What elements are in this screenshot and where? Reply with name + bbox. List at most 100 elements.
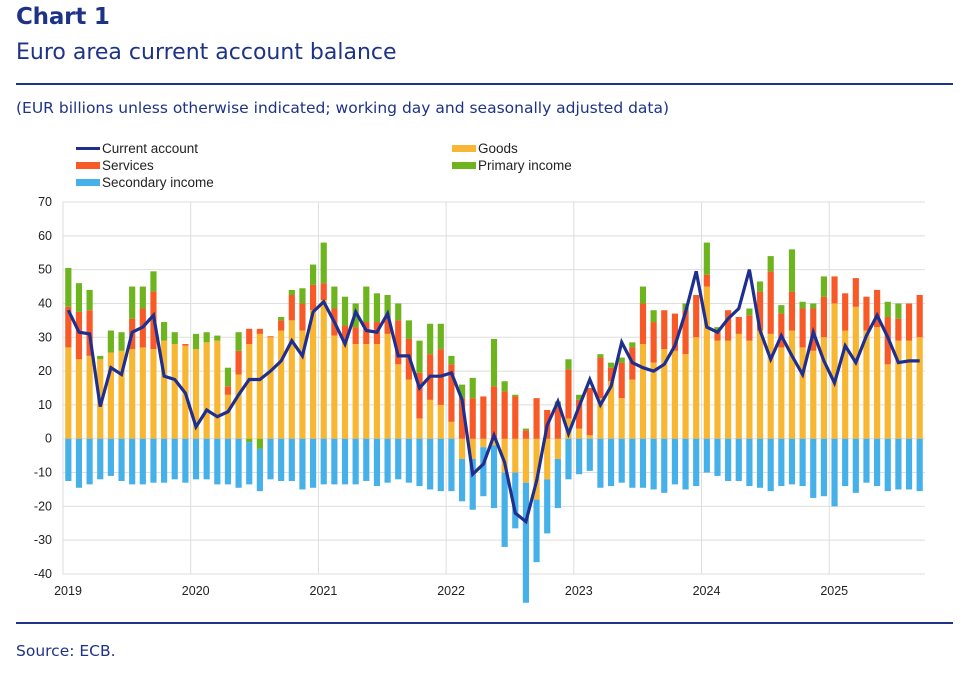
bar-segment-goods bbox=[288, 320, 295, 439]
bar-segment-goods bbox=[522, 438, 530, 483]
bar-segment-primary-income bbox=[65, 267, 72, 307]
bar-segment-goods bbox=[395, 364, 402, 439]
bar-segment-secondary-income bbox=[597, 438, 604, 488]
bar-segment-secondary-income bbox=[448, 438, 455, 492]
bar-segment-services bbox=[735, 316, 742, 334]
bar-segment-services bbox=[618, 362, 625, 399]
bar-segment-secondary-income bbox=[490, 445, 498, 509]
bar-segment-primary-income bbox=[607, 362, 615, 368]
bar-segment-services bbox=[480, 396, 487, 439]
bar-segment-secondary-income bbox=[65, 438, 72, 481]
bar-segment-goods bbox=[310, 310, 317, 439]
bar-segment-services bbox=[831, 276, 838, 304]
bar-segment-secondary-income bbox=[852, 438, 859, 493]
source-note: Source: ECB. bbox=[16, 642, 116, 660]
bar-segment-primary-income bbox=[703, 242, 710, 275]
bar-segment-goods bbox=[320, 300, 327, 439]
bar-segment-goods bbox=[129, 349, 136, 439]
bar-segment-goods bbox=[916, 337, 923, 439]
y-tick-label: 50 bbox=[38, 263, 52, 277]
bar-segment-services bbox=[320, 283, 327, 301]
bar-segment-services bbox=[778, 313, 785, 348]
footer-divider bbox=[16, 622, 953, 624]
bar-segment-goods bbox=[735, 333, 742, 439]
bar-segment-primary-income bbox=[246, 438, 253, 443]
bar-segment-goods bbox=[480, 438, 487, 448]
bar-segment-secondary-income bbox=[416, 438, 423, 487]
bar-segment-services bbox=[714, 330, 721, 341]
bar-segment-secondary-income bbox=[192, 438, 200, 480]
bar-segment-secondary-income bbox=[75, 438, 83, 488]
legend-swatch-current-account bbox=[76, 147, 100, 150]
bar-segment-primary-income bbox=[448, 355, 455, 365]
bar-segment-primary-income bbox=[490, 338, 498, 387]
bar-segment-primary-income bbox=[650, 310, 657, 323]
bar-segment-services bbox=[65, 306, 72, 348]
y-tick-label: 20 bbox=[38, 364, 52, 378]
bar-segment-services bbox=[576, 399, 583, 429]
bar-segment-primary-income bbox=[629, 342, 636, 348]
bar-segment-primary-income bbox=[788, 249, 796, 292]
bar-segment-secondary-income bbox=[203, 438, 210, 480]
x-axis: 2019 2020 2021 2022 2023 2024 2025 bbox=[54, 584, 848, 598]
bar-segment-secondary-income bbox=[480, 447, 487, 497]
bar-segment-secondary-income bbox=[501, 472, 508, 547]
bar-segment-services bbox=[639, 303, 647, 345]
bar-segment-secondary-income bbox=[874, 438, 881, 487]
bar-segment-services bbox=[895, 318, 902, 341]
bar-segment-goods bbox=[437, 404, 444, 439]
bar-segment-secondary-income bbox=[278, 438, 285, 481]
bar-segment-secondary-income bbox=[437, 438, 444, 492]
bar-segment-services bbox=[458, 398, 466, 439]
bar-segment-primary-income bbox=[895, 303, 902, 319]
bar-segment-secondary-income bbox=[384, 438, 391, 483]
bar-segment-services bbox=[363, 322, 370, 345]
bar-segment-secondary-income bbox=[224, 438, 232, 485]
bar-segment-goods bbox=[778, 347, 785, 439]
bar-segment-services bbox=[703, 274, 710, 287]
bar-segment-goods bbox=[554, 438, 561, 460]
bar-segment-services bbox=[725, 310, 732, 341]
bar-segment-primary-income bbox=[161, 322, 168, 341]
bar-segment-secondary-income bbox=[363, 438, 370, 481]
bar-segment-primary-income bbox=[597, 354, 604, 358]
bar-segment-primary-income bbox=[86, 289, 93, 311]
legend-item-primary-income: Primary income bbox=[452, 157, 572, 174]
bar-segment-secondary-income bbox=[533, 499, 540, 563]
legend-swatch-primary-income bbox=[452, 162, 476, 169]
x-tick-label: 2019 bbox=[54, 584, 82, 598]
bar-segment-goods bbox=[171, 344, 178, 439]
bar-segment-secondary-income bbox=[320, 438, 327, 485]
bar-segment-primary-income bbox=[395, 303, 402, 321]
bar-segment-secondary-income bbox=[171, 438, 178, 480]
bar-segment-primary-income bbox=[437, 323, 444, 350]
chart-number: Chart 1 bbox=[16, 4, 110, 30]
legend-item-goods: Goods bbox=[452, 140, 518, 157]
bar-segment-services bbox=[512, 396, 519, 439]
bar-segment-secondary-income bbox=[810, 438, 817, 498]
bar-segment-goods bbox=[725, 340, 732, 439]
bar-segment-services bbox=[767, 271, 774, 334]
bar-segment-secondary-income bbox=[650, 438, 657, 490]
bar-segment-secondary-income bbox=[235, 438, 242, 488]
header-divider bbox=[16, 83, 953, 85]
bar-segment-services bbox=[874, 289, 881, 328]
bar-segment-goods bbox=[607, 381, 615, 439]
bar-segment-services bbox=[501, 391, 508, 439]
bar-segment-services bbox=[278, 320, 285, 331]
y-tick-label: 40 bbox=[38, 296, 52, 310]
bar-segment-primary-income bbox=[310, 264, 317, 285]
bar-segment-primary-income bbox=[214, 335, 221, 341]
bar-segment-secondary-income bbox=[129, 438, 136, 485]
bar-segment-goods bbox=[352, 344, 359, 439]
bar-segment-secondary-income bbox=[895, 438, 902, 490]
bar-segment-goods bbox=[831, 303, 838, 439]
bar-segment-secondary-income bbox=[512, 472, 519, 529]
bar-segment-secondary-income bbox=[576, 438, 583, 475]
bar-segment-goods bbox=[490, 438, 498, 446]
bar-segment-goods bbox=[150, 349, 157, 439]
bar-segment-services bbox=[842, 293, 849, 331]
legend-item-current-account: Current account bbox=[76, 140, 198, 157]
bar-segment-goods bbox=[756, 330, 764, 439]
bar-segment-primary-income bbox=[331, 286, 338, 309]
